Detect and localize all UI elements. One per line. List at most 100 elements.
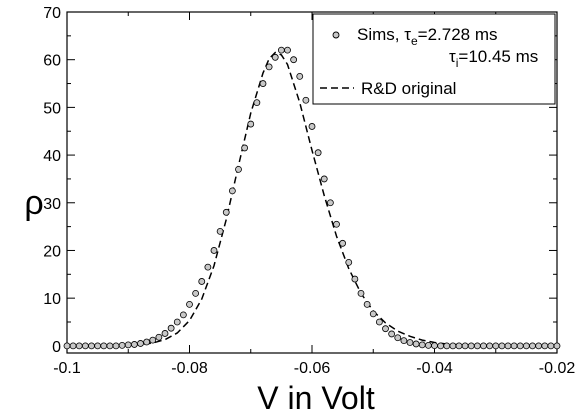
sims-point [222, 208, 230, 216]
sims-point [473, 342, 481, 350]
sims-point [130, 341, 138, 348]
sims-point [449, 342, 457, 350]
sims-point [198, 278, 206, 285]
sims-point [529, 342, 536, 350]
sims-point [455, 342, 463, 350]
sims-point [271, 53, 279, 61]
x-axis: -0.1 -0.08 -0.06 -0.04 -0.02 [53, 12, 575, 377]
sims-point [167, 324, 175, 332]
sims-point [216, 227, 224, 235]
sims-point [81, 342, 89, 350]
y-tick-label: 50 [43, 100, 61, 117]
sims-point [173, 318, 181, 326]
sims-point [418, 341, 426, 349]
sims-point [394, 334, 402, 342]
sims-point [247, 120, 255, 128]
y-tick-label: 10 [43, 291, 61, 308]
sims-point [88, 342, 95, 350]
sims-point [137, 340, 144, 347]
sims-point [320, 175, 328, 183]
sims-point [363, 300, 371, 308]
sims-point [443, 342, 451, 350]
sims-point [412, 340, 420, 348]
sims-point [75, 342, 83, 350]
sims-point [259, 80, 267, 87]
sims-point [124, 341, 132, 349]
sims-point [351, 275, 359, 283]
sims-point [510, 342, 518, 350]
sims-point [553, 342, 561, 350]
sims-point [155, 333, 163, 341]
sims-point [235, 165, 242, 173]
sims-point [284, 46, 291, 54]
sims-point [192, 289, 200, 297]
y-tick-label: 40 [43, 148, 61, 165]
sims-point [106, 342, 114, 350]
x-axis-title: V in Volt [257, 380, 375, 416]
sims-point [522, 342, 530, 350]
sims-point [541, 342, 549, 350]
sims-point [437, 342, 445, 350]
sims-point [63, 342, 71, 350]
sims-point [400, 337, 408, 345]
legend-rd-text: R&D original [361, 79, 456, 98]
sims-point [228, 187, 236, 195]
sims-point [94, 342, 102, 350]
legend: Sims, τe=2.728 ms τi=10.45 ms R&D origin… [312, 13, 556, 105]
legend-tau-i-text: τi=10.45 ms [449, 47, 538, 70]
sims-point [326, 199, 334, 207]
sims-point [179, 311, 187, 319]
sims-point [253, 99, 261, 107]
sims-point [112, 342, 120, 350]
y-tick-label: 60 [43, 53, 61, 70]
sims-point [406, 339, 414, 346]
sims-point [69, 342, 77, 350]
sims-point [161, 330, 169, 337]
sims-point [290, 56, 298, 64]
sims-point [467, 342, 475, 350]
sims-point [375, 318, 383, 326]
sims-point [143, 338, 151, 346]
sims-point [118, 341, 126, 349]
sims-point [149, 336, 157, 344]
sims-point [357, 289, 365, 297]
y-tick-label: 20 [43, 243, 61, 260]
legend-box [312, 13, 556, 105]
sims-point [302, 96, 310, 104]
sims-point [100, 342, 108, 350]
legend-sims-text: Sims, τe=2.728 ms [357, 25, 498, 48]
sims-point [296, 72, 304, 80]
sims-point [431, 342, 438, 350]
sims-point [308, 123, 316, 130]
y-tick-label: 0 [52, 339, 61, 356]
sims-point [547, 342, 555, 350]
sims-point [345, 258, 353, 266]
sims-point [204, 263, 212, 271]
sims-point [339, 239, 347, 247]
sims-point [277, 46, 285, 54]
x-tick-label: -0.04 [416, 360, 453, 377]
x-tick-label: -0.02 [539, 360, 576, 377]
x-tick-label: -0.1 [53, 360, 81, 377]
sims-point [382, 325, 389, 333]
sims-point [388, 330, 396, 338]
sims-point [369, 310, 377, 318]
sims-point [461, 342, 469, 350]
sims-point [486, 342, 494, 350]
y-tick-label: 70 [43, 5, 61, 22]
sims-point [498, 342, 506, 350]
sims-point [265, 63, 273, 71]
y-axis: 0 10 20 30 40 50 60 70 [43, 5, 557, 356]
sims-point [186, 300, 193, 308]
sims-point [424, 341, 432, 349]
sims-point [516, 342, 524, 350]
y-tick-label: 30 [43, 196, 61, 213]
sims-point [314, 149, 322, 157]
sims-point [210, 247, 218, 254]
sims-point [241, 144, 249, 152]
sims-point [480, 342, 487, 350]
sims-point [492, 342, 500, 350]
x-tick-label: -0.08 [171, 360, 208, 377]
legend-sims-marker [332, 31, 340, 39]
